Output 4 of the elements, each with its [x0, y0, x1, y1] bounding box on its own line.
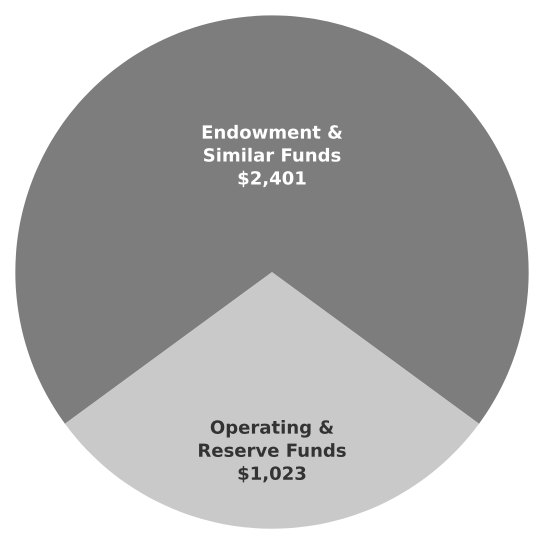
data-label: $1,023 [238, 466, 306, 482]
data-label: $2,401 [238, 170, 306, 188]
slice-label: Operating & Reserve Funds [199, 420, 346, 458]
slice-label: Endowment & Similar Funds [202, 124, 342, 162]
